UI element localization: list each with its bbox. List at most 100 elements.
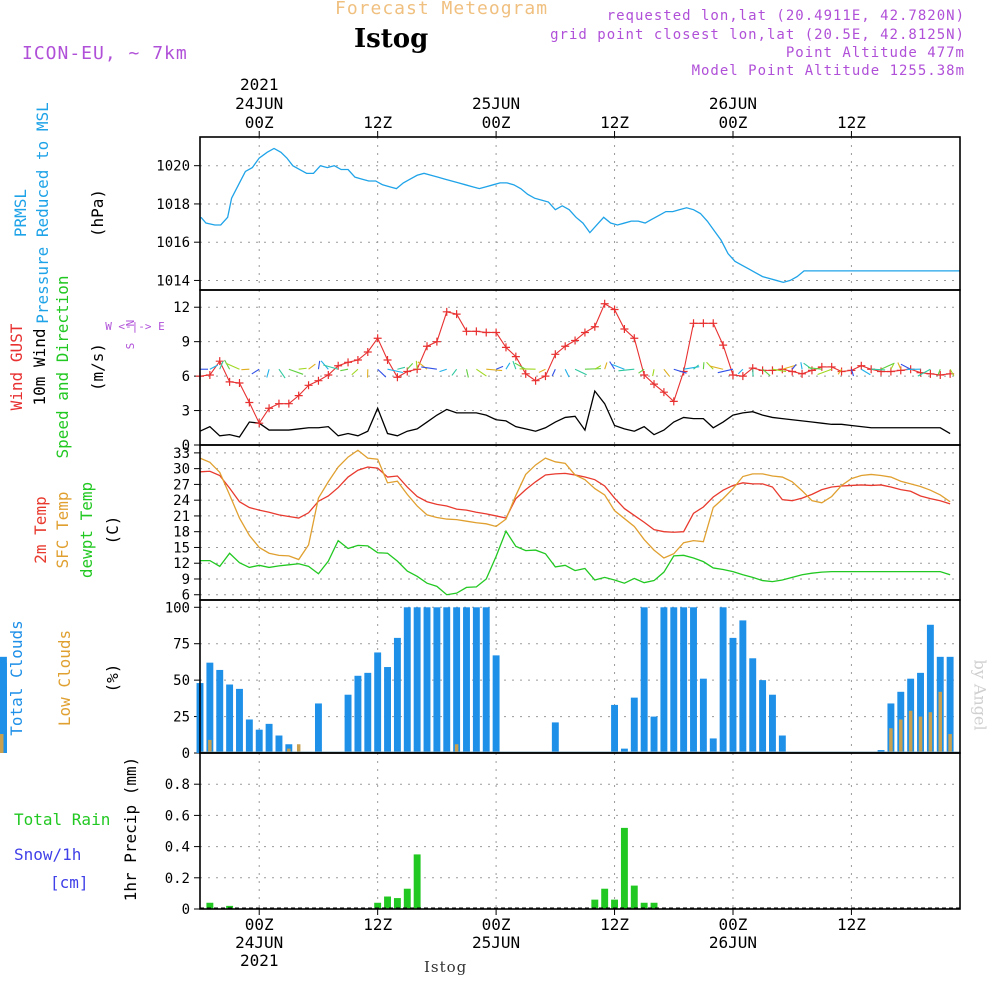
gust-marker — [709, 319, 718, 328]
wind-direction-arrow — [387, 368, 403, 374]
gust-marker — [689, 319, 698, 328]
y-axis-unit-clouds: (%) — [103, 664, 122, 693]
wind-direction-arrow — [871, 368, 886, 371]
gust-marker — [363, 348, 372, 356]
total-cloud-bar — [551, 722, 559, 753]
gust-marker — [926, 369, 935, 378]
wind-direction-arrow — [574, 368, 587, 376]
total-cloud-bar — [384, 667, 391, 753]
x-tick-label-bottom: 12Z — [600, 915, 629, 934]
x-tick-label-top: 12Z — [600, 113, 629, 132]
wind-direction-arrow — [807, 367, 822, 370]
model-label: ICON-EU, ~ 7km — [22, 43, 188, 64]
y-tick-label: 1020 — [156, 159, 190, 175]
wind-direction-arrow — [618, 368, 635, 372]
wind-direction-arrow — [702, 362, 705, 370]
low-cloud-bar — [948, 734, 952, 753]
rain-bar — [393, 898, 401, 909]
gust-marker — [294, 391, 303, 400]
y-tick-label: 27 — [173, 477, 190, 493]
gust-marker — [857, 361, 866, 370]
rain-bar — [374, 902, 382, 909]
chart-title: Forecast Meteogram — [335, 0, 549, 19]
series-line-dewpt-temp — [200, 529, 951, 596]
gust-marker — [817, 362, 826, 371]
total-cloud-bar — [620, 748, 628, 753]
legend-snow: Snow/1h — [14, 845, 81, 864]
total-cloud-bar — [374, 652, 382, 753]
wind-direction-arrow — [465, 369, 469, 378]
gust-marker — [334, 361, 343, 370]
x-tick-label-top: 00Z — [482, 113, 511, 132]
series-line-wind-gust — [199, 302, 951, 425]
y-tick-label: 0.4 — [165, 840, 190, 856]
footer-location: Istog — [424, 958, 468, 976]
y-axis-label-temperature: dewpt Temp — [77, 482, 96, 578]
wind-direction-arrow — [880, 362, 895, 370]
total-cloud-bar — [759, 680, 767, 753]
gust-marker — [798, 369, 807, 378]
wind-direction-arrow — [800, 362, 803, 370]
gust-marker — [758, 366, 767, 375]
gust-marker — [738, 372, 747, 381]
total-cloud-bar — [640, 607, 648, 753]
gust-marker — [620, 325, 629, 334]
rain-bar — [206, 902, 214, 909]
x-tick-label-bottom: 12Z — [363, 915, 392, 934]
y-tick-label: 1018 — [156, 197, 190, 213]
total-cloud-bar — [285, 744, 293, 753]
wind-direction-arrow — [340, 368, 349, 372]
total-cloud-bar — [423, 607, 431, 753]
total-cloud-bar — [275, 735, 283, 753]
y-tick-label: 1016 — [156, 235, 190, 251]
total-cloud-bar — [472, 607, 480, 753]
rain-bar — [601, 888, 609, 909]
y-tick-label: 30 — [173, 462, 190, 478]
wind-direction-arrow — [451, 368, 458, 376]
gust-marker — [600, 299, 609, 308]
gust-marker — [255, 419, 264, 428]
total-cloud-bar — [946, 656, 954, 753]
total-cloud-bar — [778, 735, 786, 753]
y-tick-label: 50 — [173, 673, 190, 689]
rain-bar — [403, 888, 411, 909]
y-tick-label: 6 — [182, 588, 190, 604]
y-tick-label: 0.2 — [165, 871, 190, 887]
wind-direction-arrow — [514, 362, 526, 370]
total-cloud-bar — [611, 704, 618, 753]
total-cloud-bar — [699, 678, 707, 753]
low-cloud-bar — [287, 748, 291, 753]
compass-south: S — [124, 343, 137, 350]
y-tick-label: 9 — [182, 572, 190, 588]
x-tick-label-bottom: 2021 — [240, 951, 279, 970]
rain-bar — [591, 899, 599, 909]
y-tick-label: 75 — [173, 637, 190, 653]
wind-direction-arrow — [706, 361, 714, 370]
gust-marker — [936, 370, 945, 379]
gust-marker — [205, 370, 214, 379]
total-cloud-bar — [226, 684, 234, 753]
gust-marker — [353, 356, 362, 365]
total-cloud-bar — [709, 738, 717, 753]
series-line-2m-temp — [199, 466, 951, 533]
gust-marker — [896, 366, 905, 375]
gust-marker — [501, 343, 510, 352]
wind-direction-arrow — [837, 368, 843, 375]
total-cloud-bar — [660, 607, 668, 753]
total-cloud-bar — [650, 716, 658, 753]
low-cloud-bar — [0, 734, 4, 753]
gust-marker — [462, 327, 471, 336]
wind-direction-arrow — [251, 368, 260, 375]
y-tick-label: 24 — [173, 493, 190, 509]
gust-marker — [768, 366, 777, 375]
wind-direction-arrow — [564, 368, 570, 378]
y-tick-label: 9 — [182, 335, 190, 351]
wind-direction-arrow — [611, 363, 625, 370]
gust-marker — [492, 328, 501, 337]
wind-direction-arrow — [861, 368, 871, 376]
rain-bar — [650, 902, 658, 909]
y-tick-label: 18 — [173, 525, 190, 541]
total-cloud-bar — [917, 672, 924, 753]
y-tick-label: 21 — [173, 509, 190, 525]
